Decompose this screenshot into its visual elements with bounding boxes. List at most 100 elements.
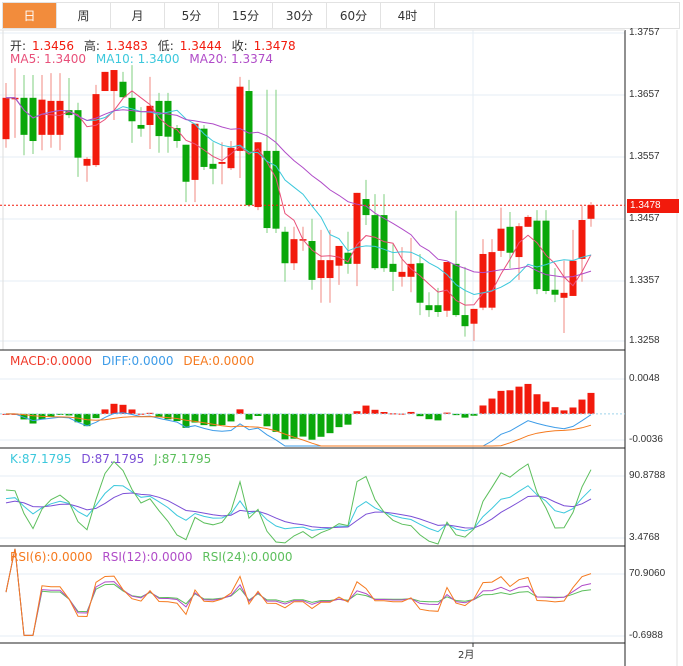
macd-bar <box>254 413 262 416</box>
macd-bar <box>560 410 568 414</box>
candle-body <box>74 110 82 158</box>
macd-legend: MACD:0.0000 DIFF:0.0000 DEA:0.0000 <box>10 354 260 368</box>
candle-body <box>515 226 523 258</box>
candle-body <box>137 124 145 129</box>
macd-bar <box>290 413 298 439</box>
macd-bar <box>497 390 505 414</box>
candle-body <box>83 158 91 166</box>
candle-body <box>173 128 181 142</box>
macd-bar <box>353 411 361 414</box>
macd-bar <box>452 413 460 416</box>
diff-line <box>6 412 592 447</box>
candle-body <box>353 192 361 264</box>
candle-body <box>281 231 289 264</box>
tab-30min[interactable]: 30分 <box>273 3 327 28</box>
macd-bar <box>272 413 280 432</box>
candle-body <box>470 308 478 324</box>
kdj-tick: 3.4768 <box>629 532 660 543</box>
price-tick: 1.3258 <box>629 335 660 346</box>
ma10-line <box>6 97 592 296</box>
rsi24-value: RSI(24):0.0000 <box>202 550 293 564</box>
rsi12-value: RSI(12):0.0000 <box>102 550 193 564</box>
candle-body <box>317 260 325 279</box>
macd-bar <box>425 413 433 420</box>
macd-bar <box>533 394 541 414</box>
tab-4hour[interactable]: 4时 <box>381 3 435 28</box>
d-value: D:87.1795 <box>81 452 145 466</box>
ma10-value: MA10: 1.3400 <box>95 52 180 66</box>
low-value: 1.3444 <box>179 39 222 53</box>
ohlc-legend: 开: 1.3456 高: 1.3483 低: 1.3444 收: 1.3478 <box>10 37 302 54</box>
macd-bar <box>146 412 154 414</box>
candle-body <box>326 260 334 279</box>
k-line <box>5 484 592 533</box>
candle-body <box>65 110 73 116</box>
macd-bar <box>182 413 190 428</box>
macd-bar <box>92 413 100 419</box>
price-tick: 1.3557 <box>629 151 660 162</box>
macd-bar <box>317 413 325 437</box>
candle-body <box>479 253 487 308</box>
candle-body <box>245 91 253 206</box>
ma20-line <box>6 97 592 278</box>
tab-week[interactable]: 周 <box>57 3 111 28</box>
diff-value: DIFF:0.0000 <box>101 354 174 368</box>
candle-body <box>119 81 127 98</box>
date-axis-label: 2月 <box>458 650 475 661</box>
candle-body <box>587 205 595 219</box>
candle-body <box>497 228 505 251</box>
last-price-tag: 1.3478 <box>627 199 679 213</box>
price-tick: 1.3757 <box>629 27 660 38</box>
macd-bar <box>578 399 586 414</box>
macd-tick: 0.0048 <box>629 373 660 384</box>
macd-bar <box>371 409 379 414</box>
macd-bar <box>155 413 163 417</box>
macd-bar <box>299 413 307 437</box>
macd-bar <box>20 413 28 420</box>
macd-bar <box>173 413 181 422</box>
ma5-value: MA5: 1.3400 <box>10 52 87 66</box>
macd-bar <box>164 413 172 420</box>
high-value: 1.3483 <box>105 39 148 53</box>
macd-bar <box>218 413 226 426</box>
candle-body <box>209 163 217 169</box>
macd-bar <box>191 413 199 423</box>
dea-value: DEA:0.0000 <box>183 354 255 368</box>
ma20-value: MA20: 1.3374 <box>189 52 274 66</box>
macd-bar <box>29 413 37 424</box>
candle-body <box>155 100 163 137</box>
candle-body <box>47 100 55 135</box>
tab-month[interactable]: 月 <box>111 3 165 28</box>
candle-body <box>236 86 244 151</box>
macd-bar <box>551 407 559 414</box>
macd-bar <box>479 405 487 414</box>
candle-body <box>182 144 190 182</box>
high-label: 高: <box>83 39 100 53</box>
candle-body <box>407 263 415 277</box>
macd-bar <box>461 413 469 418</box>
candle-body <box>200 128 208 167</box>
tab-day[interactable]: 日 <box>3 3 57 28</box>
rsi-legend: RSI(6):0.0000 RSI(12):0.0000 RSI(24):0.0… <box>10 550 299 564</box>
candle-body <box>344 252 352 264</box>
candle-body <box>524 216 532 227</box>
k-value: K:87.1795 <box>10 452 72 466</box>
price-tick: 1.3457 <box>629 213 660 224</box>
kdj-legend: K:87.1795 D:87.1795 J:87.1795 <box>10 452 217 466</box>
macd-bar <box>263 413 271 427</box>
rsi6-line <box>5 548 592 636</box>
tab-60min[interactable]: 60分 <box>327 3 381 28</box>
open-label: 开: <box>10 39 27 53</box>
rsi6-value: RSI(6):0.0000 <box>10 550 93 564</box>
macd-bar <box>515 386 523 414</box>
tab-15min[interactable]: 15分 <box>219 3 273 28</box>
j-line <box>5 460 592 545</box>
macd-bar <box>110 403 118 414</box>
candle-body <box>389 263 397 272</box>
candle-body <box>38 99 46 135</box>
tab-5min[interactable]: 5分 <box>165 3 219 28</box>
macd-value: MACD:0.0000 <box>10 354 93 368</box>
macd-bar <box>506 390 514 414</box>
macd-bar <box>569 407 577 414</box>
